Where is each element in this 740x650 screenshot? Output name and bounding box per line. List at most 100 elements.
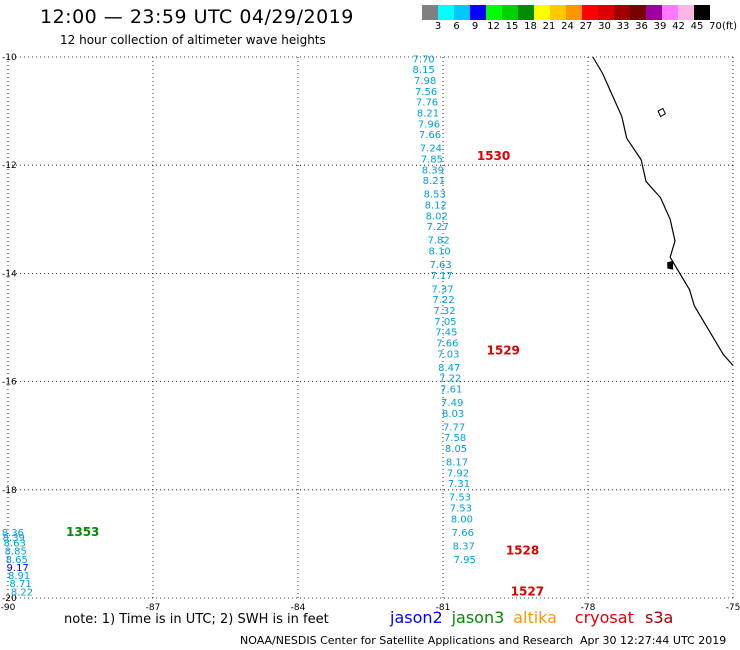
scale-tick-label: 24 [561, 21, 574, 32]
longitude-label: -87 [146, 603, 161, 613]
wave-height-value: 7.24 [420, 144, 442, 155]
wave-height-value: 8.36 [2, 528, 24, 539]
wave-height-value: 8.71 [9, 579, 31, 590]
longitude-label: -78 [581, 603, 596, 613]
scale-swatch [454, 5, 470, 20]
wave-height-value: 8.91 [8, 571, 30, 582]
latitude-label: -16 [2, 378, 17, 388]
wave-height-value: 7.53 [449, 493, 471, 504]
scale-tick-label: 33 [616, 21, 630, 32]
wave-height-value: 8.05 [445, 444, 467, 455]
latitude-label: -20 [2, 594, 17, 604]
wave-height-value: 7.05 [434, 317, 456, 328]
scale-tick-label: 30 [598, 21, 611, 32]
satellite-legend-item: cryosat [574, 608, 634, 627]
wave-height-value: 9.17 [7, 563, 29, 574]
wave-height-value: 8.12 [425, 200, 447, 211]
scale-tick-label: 42 [672, 21, 685, 32]
wave-height-value: 8.37 [453, 541, 475, 552]
map-subtitle: 12 hour collection of altimeter wave hei… [60, 33, 326, 47]
scale-swatch [518, 5, 534, 20]
wave-height-value: 8.03 [442, 409, 464, 420]
latitude-label: -10 [2, 53, 17, 63]
wave-height-value: 8.21 [417, 109, 439, 120]
scale-tick-label: 9 [471, 21, 479, 32]
scale-swatch [630, 5, 646, 20]
color-scale [422, 5, 710, 20]
scale-swatch [550, 5, 566, 20]
wave-height-value: 7.85 [421, 154, 443, 165]
wave-height-value: 7.77 [443, 422, 465, 433]
wave-height-value: 7.66 [452, 528, 474, 539]
scale-swatch [502, 5, 518, 20]
wave-height-value: 7.95 [454, 555, 476, 566]
scale-tick-label: 27 [579, 21, 593, 32]
wave-height-value: 8.22 [11, 587, 33, 598]
wave-height-value: 7.96 [418, 119, 440, 130]
scale-swatch [566, 5, 582, 20]
wave-height-value: 7.22 [432, 295, 454, 306]
scale-swatch [582, 5, 598, 20]
scale-swatch [422, 5, 438, 20]
wave-height-value: 7.63 [429, 260, 451, 271]
scale-tick-label: 36 [635, 21, 648, 32]
wave-height-value: 8.39 [3, 533, 25, 544]
scale-swatch [470, 5, 486, 20]
wave-height-value: 7.56 [415, 87, 437, 98]
wave-height-value: 8.39 [422, 165, 444, 176]
wave-height-value: 8.63 [4, 539, 26, 550]
scale-swatch [598, 5, 614, 20]
wave-height-value: 7.61 [440, 384, 462, 395]
wave-height-value: 7.66 [436, 338, 458, 349]
wave-height-value: 7.45 [435, 328, 457, 339]
longitude-label: -75 [726, 603, 740, 613]
wave-height-value: 8.65 [6, 555, 28, 566]
wave-height-value: 7.92 [447, 468, 469, 479]
wave-height-value: 7.70 [413, 54, 435, 65]
wave-height-value: 8.85 [5, 547, 27, 558]
wave-height-value: 7.76 [416, 98, 438, 109]
satellite-legend-item: jason3 [451, 608, 505, 627]
scale-swatch [534, 5, 550, 20]
wave-height-value: 7.66 [419, 130, 441, 141]
island-outline [657, 107, 666, 118]
pass-time-label: 1528 [506, 544, 539, 558]
pass-time-label: 1530 [477, 149, 510, 163]
longitude-label: -90 [1, 603, 16, 613]
scale-tick-label: 45 [690, 21, 704, 32]
wave-height-value: 7.58 [444, 433, 466, 444]
coastline [592, 56, 734, 366]
scale-tick-label: 6 [453, 21, 460, 32]
longitude-label: -84 [291, 603, 306, 613]
wave-height-value: 7.17 [430, 271, 452, 282]
wave-height-value: 7.82 [428, 236, 450, 247]
wave-height-value: 7.37 [431, 284, 453, 295]
scale-tick-label: 3 [434, 21, 442, 32]
satellite-legend-item: jason2 [390, 608, 443, 627]
scale-tick-label: 21 [542, 21, 556, 32]
wave-height-value: 8.00 [451, 514, 473, 525]
footer-credit: NOAA/NESDIS Center for Satellite Applica… [240, 634, 574, 647]
footer-note: note: 1) Time is in UTC; 2) SWH is in fe… [64, 612, 329, 627]
scale-swatch [438, 5, 454, 20]
scale-swatch [614, 5, 630, 20]
satellite-legend-item: altika [513, 608, 557, 627]
scale-swatch [646, 5, 662, 20]
latitude-label: -12 [2, 161, 17, 171]
pass-time-label: 1353 [66, 525, 99, 539]
color-scale-units: (ft) [722, 21, 738, 32]
latitude-label: -14 [2, 269, 17, 279]
pass-time-label: 1527 [511, 584, 544, 598]
scale-tick-label: 39 [653, 21, 667, 32]
color-scale-ticks: 3 6 9 12 15 18 21 24 27 30 33 36 39 42 45 70 [422, 21, 740, 33]
map-title: 12:00 — 23:59 UTC 04/29/2019 [40, 6, 354, 28]
latitude-label: -18 [2, 486, 17, 496]
wave-height-value: 7.98 [414, 76, 436, 87]
wave-height-value: 7.22 [439, 374, 461, 385]
wave-height-value: 8.15 [413, 65, 435, 76]
wave-height-value: 7.31 [448, 479, 470, 490]
footer-timestamp: Apr 30 12:27:44 UTC 2019 [580, 634, 727, 647]
scale-tick-label: 12 [487, 21, 500, 32]
scale-swatch [678, 5, 694, 20]
